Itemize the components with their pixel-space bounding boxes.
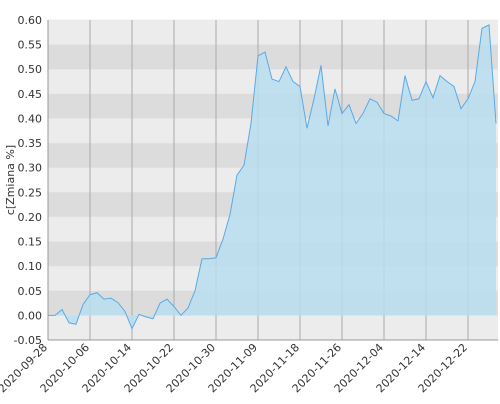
band	[48, 20, 498, 45]
y-tick-label: 0.60	[18, 14, 43, 27]
y-tick-label: 0.00	[18, 309, 43, 322]
y-tick-label: 0.55	[18, 39, 43, 52]
y-tick-label: 0.40	[18, 112, 43, 125]
y-axis-label: c[Zmiana %]	[4, 145, 17, 215]
y-tick-label: 0.05	[18, 285, 43, 298]
y-tick-label: 0.50	[18, 63, 43, 76]
y-tick-label: 0.10	[18, 260, 43, 273]
y-tick-label: 0.25	[18, 186, 43, 199]
y-tick-label: 0.35	[18, 137, 43, 150]
area	[48, 24, 496, 329]
y-tick-label: 0.45	[18, 88, 43, 101]
line	[48, 24, 497, 330]
y-tick-label: 0.15	[18, 236, 43, 249]
y-tick-label: 0.30	[18, 162, 43, 175]
band	[48, 44, 498, 70]
y-tick-label: 0.20	[18, 211, 43, 224]
band	[48, 315, 498, 340]
y-tick-label: -0.05	[14, 334, 42, 347]
